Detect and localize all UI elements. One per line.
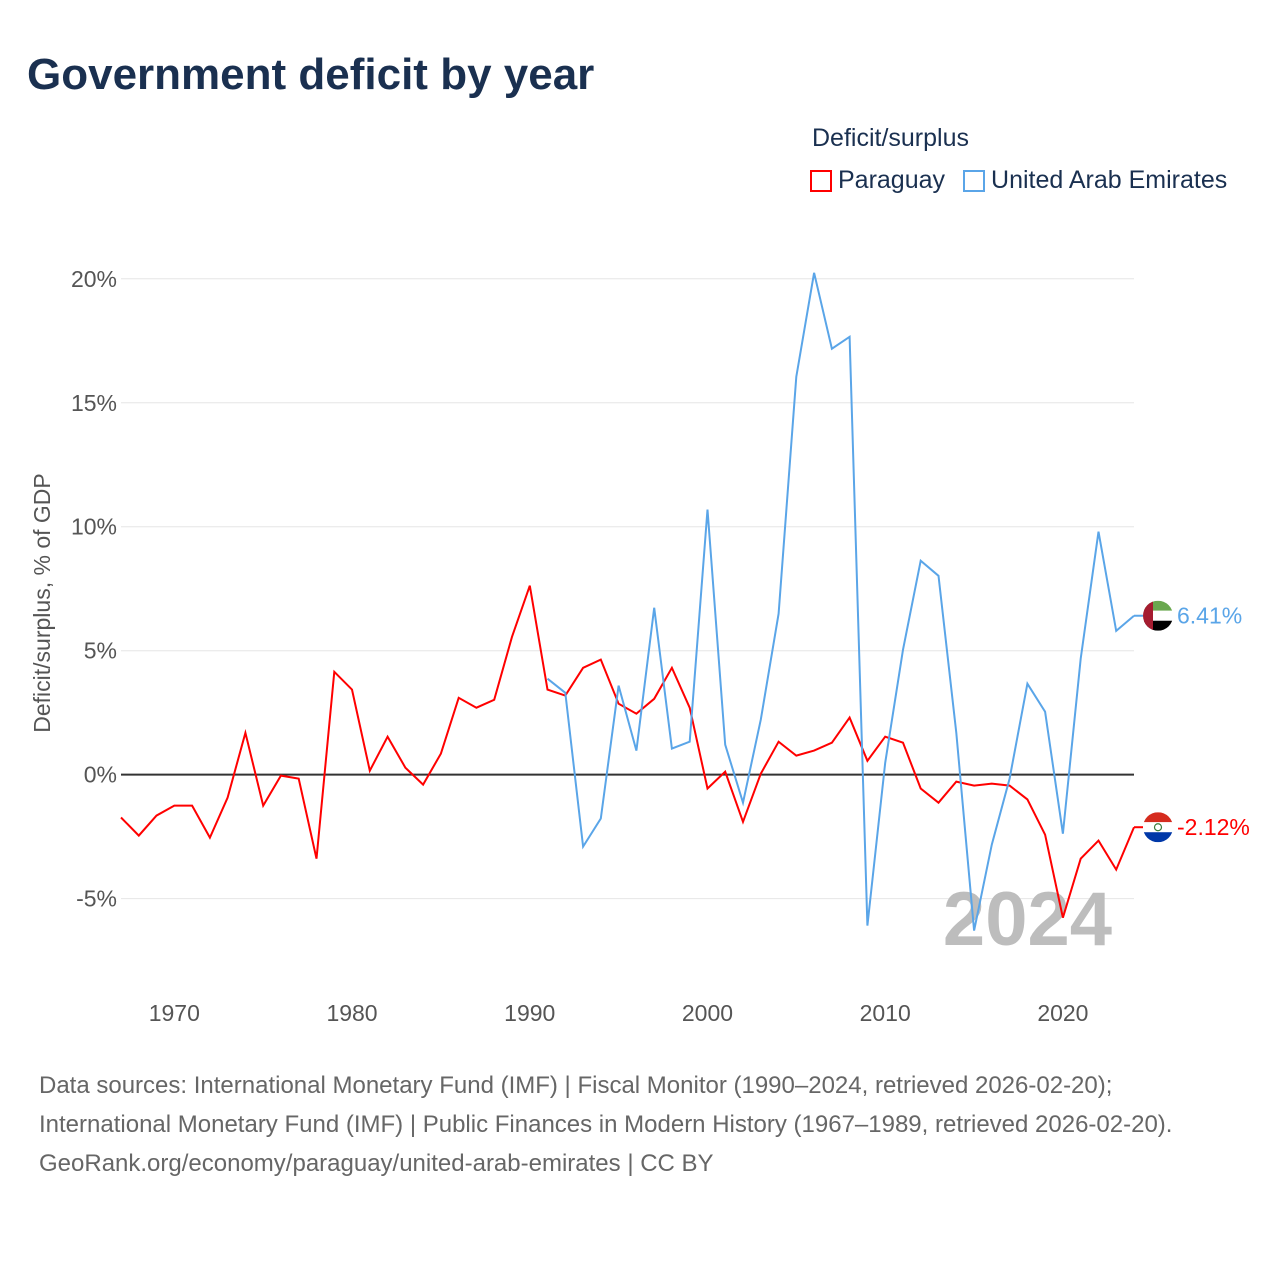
- y-tick-label: 5%: [84, 638, 117, 664]
- flag-stripe: [1143, 822, 1173, 833]
- legend-label-paraguay: Paraguay: [838, 166, 946, 194]
- y-tick-label: 20%: [71, 266, 117, 292]
- x-tick-label: 1980: [326, 1000, 377, 1026]
- data-sources: Data sources: International Monetary Fun…: [39, 1072, 1173, 1138]
- uae-flag-icon: [1143, 600, 1173, 631]
- series-line-uae: [546, 272, 1135, 931]
- line-chart: Deficit/surplus, % of GDP -5% 0% 5% 10% 15% 2…: [29, 266, 1250, 1026]
- flag-body: [1143, 812, 1173, 843]
- y-tick-label: 0%: [84, 762, 117, 788]
- year-watermark: 2024: [943, 877, 1112, 962]
- attribution-link[interactable]: GeoRank.org/economy/paraguay/united-arab…: [39, 1150, 714, 1177]
- paraguay-flag-icon: [1143, 812, 1173, 843]
- x-tick-label: 2010: [860, 1000, 911, 1026]
- flag-stripe: [1143, 832, 1173, 843]
- flag-stripe: [1143, 600, 1153, 631]
- legend-swatch-paraguay: [810, 169, 832, 192]
- flag-emblem: [1153, 823, 1163, 832]
- x-tick-label: 1970: [149, 1000, 200, 1026]
- chart-title: Government deficit by year: [27, 50, 595, 99]
- footer: Data sources: International Monetary Fun…: [39, 1066, 1239, 1183]
- legend: Paraguay United Arab Emirates: [810, 166, 1227, 195]
- x-tick-label: 2000: [682, 1000, 733, 1026]
- end-value-label: -2.12%: [1177, 814, 1250, 840]
- x-tick-label: 2020: [1037, 1000, 1088, 1026]
- end-value-label: 6.41%: [1177, 603, 1242, 629]
- series-line-paraguay: [120, 585, 1135, 918]
- flag-stripe: [1143, 812, 1173, 823]
- legend-swatch-uae: [963, 169, 986, 192]
- y-tick-label: -5%: [76, 886, 117, 912]
- legend-label-uae: United Arab Emirates: [991, 166, 1228, 194]
- flag-stripe: [1143, 610, 1173, 621]
- y-axis-label: Deficit/surplus, % of GDP: [29, 473, 55, 732]
- y-tick-label: 10%: [71, 514, 117, 540]
- y-tick-label: 15%: [71, 390, 117, 416]
- flag-body: [1143, 600, 1173, 631]
- x-tick-label: 1990: [504, 1000, 555, 1026]
- legend-item-paraguay[interactable]: Paraguay: [810, 166, 945, 195]
- legend-title: Deficit/surplus: [812, 124, 969, 152]
- legend-item-uae[interactable]: United Arab Emirates: [963, 166, 1227, 195]
- flag-stripe: [1143, 620, 1173, 631]
- flag-stripe: [1143, 600, 1173, 611]
